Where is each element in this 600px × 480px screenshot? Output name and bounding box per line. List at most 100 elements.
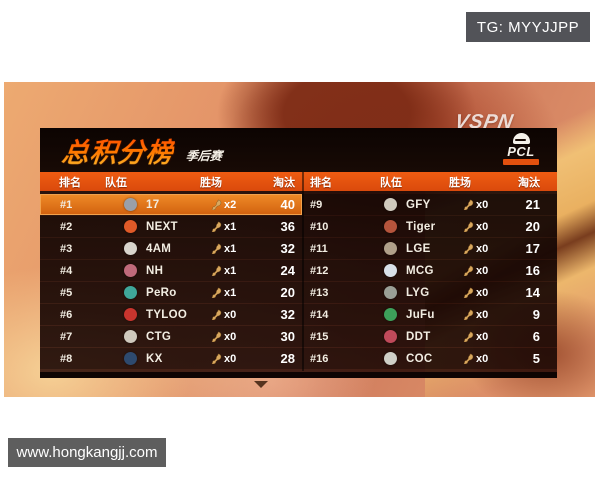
chicken-drumstick-icon <box>463 199 474 210</box>
team-logo <box>124 330 137 343</box>
table-row: #5 PeRo x1 20 <box>40 282 302 303</box>
col-header-team: 队伍 <box>380 176 402 189</box>
wins-cell: x0 <box>449 221 504 233</box>
table-header: 排名 队伍 胜场 淘汰 排名 队伍 胜场 淘汰 <box>40 172 557 191</box>
chicken-drumstick-icon <box>211 199 222 210</box>
wins-count: x1 <box>224 242 237 255</box>
wins-count: x0 <box>476 198 489 211</box>
team-logo <box>124 198 137 211</box>
table-row: #7 CTG x0 30 <box>40 326 302 347</box>
wins-cell: x0 <box>449 287 504 299</box>
chicken-drumstick-icon <box>211 265 222 276</box>
wins-cell: x0 <box>449 353 504 365</box>
rank-cell: #12 <box>310 264 329 277</box>
team-name: CTG <box>146 330 172 343</box>
rank-cell: #11 <box>310 242 328 255</box>
wins-count: x0 <box>224 352 237 365</box>
chicken-drumstick-icon <box>463 221 474 232</box>
tg-contact-badge: TG: MYYJJPP <box>466 12 590 42</box>
table-row: #9 GFY x0 21 <box>302 194 557 215</box>
team-logo <box>384 286 397 299</box>
rank-cell: #7 <box>60 330 73 343</box>
wins-cell: x1 <box>200 243 252 255</box>
panel-bottom-edge <box>40 372 557 378</box>
table-row: #3 4AM x1 32 <box>40 238 302 259</box>
col-header-team: 队伍 <box>105 176 127 189</box>
rank-cell: #5 <box>60 286 73 299</box>
standings-left-column: #1 17 x2 40 #2 NEXT x1 36 #3 <box>40 194 302 370</box>
wins-cell: x0 <box>200 353 252 365</box>
team-logo <box>384 264 397 277</box>
chicken-drumstick-icon <box>463 265 474 276</box>
chicken-drumstick-icon <box>211 309 222 320</box>
elims-cell: 40 <box>280 197 295 212</box>
table-row: #4 NH x1 24 <box>40 260 302 281</box>
table-row: #2 NEXT x1 36 <box>40 216 302 237</box>
elims-cell: 20 <box>525 219 540 234</box>
col-header-wins: 胜场 <box>200 176 222 189</box>
team-logo <box>124 308 137 321</box>
team-name: DDT <box>406 330 431 343</box>
table-row: #15 DDT x0 6 <box>302 326 557 347</box>
team-name: LGE <box>406 242 431 255</box>
wins-cell: x0 <box>449 309 504 321</box>
rank-cell: #14 <box>310 308 329 321</box>
wins-count: x0 <box>224 308 237 321</box>
chicken-drumstick-icon <box>463 331 474 342</box>
col-header-rank: 排名 <box>310 176 332 189</box>
rank-cell: #8 <box>60 352 73 365</box>
table-row: #12 MCG x0 16 <box>302 260 557 281</box>
col-header-rank: 排名 <box>59 176 81 189</box>
elims-cell: 16 <box>525 263 540 278</box>
wins-cell: x1 <box>200 287 252 299</box>
team-name: 4AM <box>146 242 172 255</box>
wins-count: x0 <box>476 242 489 255</box>
team-logo <box>384 220 397 233</box>
col-header-elims: 淘汰 <box>518 176 540 189</box>
wins-cell: x0 <box>449 199 504 211</box>
wins-cell: x0 <box>449 243 504 255</box>
scoreboard-title-band: 总积分榜 季后赛 PCL <box>40 128 557 172</box>
wins-count: x2 <box>224 198 237 211</box>
wins-count: x1 <box>224 220 237 233</box>
elims-cell: 20 <box>280 285 295 300</box>
table-header-right: 排名 队伍 胜场 淘汰 <box>302 172 557 191</box>
wins-cell: x1 <box>200 265 252 277</box>
rank-cell: #9 <box>310 198 323 211</box>
elims-cell: 28 <box>280 351 295 366</box>
wins-cell: x2 <box>200 199 252 211</box>
elims-cell: 9 <box>532 307 540 322</box>
team-name: Tiger <box>406 220 436 233</box>
wins-count: x0 <box>476 330 489 343</box>
wins-cell: x0 <box>200 331 252 343</box>
elims-cell: 32 <box>280 307 295 322</box>
scoreboard-title: 总积分榜 <box>60 131 176 170</box>
wins-count: x1 <box>224 286 237 299</box>
scoreboard-panel: 总积分榜 季后赛 PCL 排名 队伍 胜场 淘汰 排名 队伍 <box>40 128 557 378</box>
col-header-wins: 胜场 <box>449 176 471 189</box>
table-row: #1 17 x2 40 <box>40 194 302 215</box>
elims-cell: 24 <box>280 263 295 278</box>
team-name: KX <box>146 352 163 365</box>
elims-cell: 6 <box>532 329 540 344</box>
elims-cell: 14 <box>525 285 540 300</box>
rank-cell: #3 <box>60 242 73 255</box>
chicken-drumstick-icon <box>211 353 222 364</box>
collapse-arrow-icon <box>254 381 268 388</box>
chicken-drumstick-icon <box>211 243 222 254</box>
team-logo <box>384 330 397 343</box>
rank-cell: #15 <box>310 330 329 343</box>
table-row: #6 TYLOO x0 32 <box>40 304 302 325</box>
table-header-left: 排名 队伍 胜场 淘汰 <box>40 172 302 191</box>
team-logo <box>124 286 137 299</box>
wins-cell: x0 <box>449 331 504 343</box>
team-name: MCG <box>406 264 434 277</box>
chicken-drumstick-icon <box>463 243 474 254</box>
table-row: #16 COC x0 5 <box>302 348 557 369</box>
rank-cell: #6 <box>60 308 73 321</box>
team-logo <box>384 242 397 255</box>
helmet-icon <box>512 133 530 144</box>
team-logo <box>124 352 137 365</box>
pcl-logo-banner <box>503 159 539 165</box>
